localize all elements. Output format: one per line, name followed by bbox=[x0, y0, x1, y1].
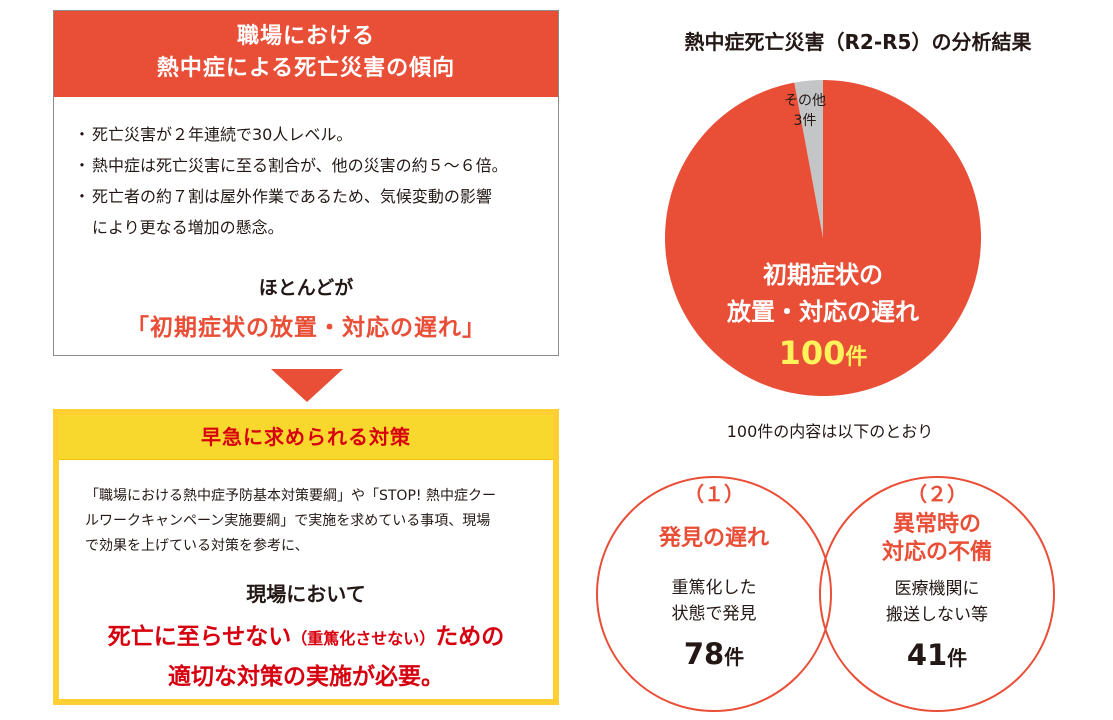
pie-main-count: 100件 bbox=[665, 334, 981, 372]
trend-bullet-continuation: により更なる増加の懸念。 bbox=[92, 218, 284, 237]
measures-body: 「職場における熱中症予防基本対策要綱」や「STOP! 熱中症クー ルワークキャン… bbox=[59, 460, 553, 559]
trend-highlight: 「初期症状の放置・対応の遅れ」 bbox=[126, 315, 486, 341]
cause-title-line: 対応の不備 bbox=[881, 540, 992, 565]
cause-count-value: 41 bbox=[906, 638, 948, 672]
cause-count: 78件 bbox=[624, 637, 804, 671]
measures-header: 早急に求められる対策 bbox=[59, 415, 553, 460]
trend-lead: ほとんどが bbox=[258, 277, 354, 299]
pie-chart bbox=[665, 80, 981, 396]
pie-slice-label-other: その他 3件 bbox=[778, 91, 832, 131]
measures-lead: 現場において bbox=[246, 582, 366, 606]
cause-item-1: （１） 発見の遅れ 重篤化した 状態で発見 78件 bbox=[624, 478, 804, 671]
cause-desc: 医療機関に 搬送しない等 bbox=[847, 576, 1027, 628]
pie-other-name: その他 bbox=[784, 93, 826, 109]
measures-body-line: 「職場における熱中症予防基本対策要綱」や「STOP! 熱中症クー bbox=[85, 488, 496, 504]
trend-bullet: 熱中症は死亡災害に至る割合が、他の災害の約５～６倍。 bbox=[74, 150, 558, 181]
trend-header: 職場における 熱中症による死亡災害の傾向 bbox=[54, 11, 558, 97]
cause-desc: 重篤化した 状態で発見 bbox=[624, 575, 804, 627]
pie-other-count: 3件 bbox=[793, 113, 817, 129]
trend-panel: 職場における 熱中症による死亡災害の傾向 死亡災害が２年連続で30人レベル。 熱… bbox=[53, 10, 559, 356]
cause-item-2: （２） 異常時の 対応の不備 医療機関に 搬送しない等 41件 bbox=[847, 478, 1027, 672]
cause-circle-1 bbox=[596, 476, 832, 712]
cause-count-unit: 件 bbox=[947, 646, 968, 670]
pie-main-count-value: 100 bbox=[778, 334, 846, 372]
pie-note: 100件の内容は以下のとおり bbox=[726, 422, 934, 441]
pie-slice-label-main: 初期症状の 放置・対応の遅れ bbox=[665, 257, 981, 331]
trend-bullet-list: 死亡災害が２年連続で30人レベル。 熱中症は死亡災害に至る割合が、他の災害の約５… bbox=[54, 97, 558, 243]
cause-count: 41件 bbox=[847, 638, 1027, 672]
cause-title: 異常時の 対応の不備 bbox=[847, 511, 1027, 567]
chart-title: 熱中症死亡災害（R2-R5）の分析結果 bbox=[684, 30, 1032, 54]
conclusion-paren: （重篤化させない） bbox=[291, 629, 436, 648]
cause-number: （２） bbox=[907, 482, 967, 506]
conclusion-main: 死亡に至らせない bbox=[107, 624, 292, 650]
cause-desc-line: 医療機関に bbox=[894, 579, 980, 599]
cause-count-unit: 件 bbox=[724, 645, 745, 669]
trend-bullet: 死亡災害が２年連続で30人レベル。 bbox=[74, 119, 558, 150]
pie-main-label-line1: 初期症状の bbox=[763, 261, 883, 289]
cause-circles bbox=[596, 476, 1055, 712]
cause-title-line: 異常時の bbox=[892, 512, 981, 537]
pie-main-count-unit: 件 bbox=[845, 345, 868, 370]
pie-slice-main bbox=[665, 80, 981, 396]
trend-bullet: 死亡者の約７割は屋外作業であるため、気候変動の影響 bbox=[74, 181, 558, 212]
cause-desc-line: 重篤化した bbox=[671, 578, 757, 598]
pie-slice-other bbox=[794, 80, 823, 238]
cause-number: （１） bbox=[684, 482, 744, 506]
cause-count-value: 78 bbox=[683, 637, 725, 671]
measures-body-line: ルワークキャンペーン実施要綱」で実施を求めている事項、現場 bbox=[85, 513, 491, 529]
measures-panel: 早急に求められる対策 「職場における熱中症予防基本対策要綱」や「STOP! 熱中… bbox=[53, 409, 559, 705]
conclusion-tail: ための bbox=[435, 624, 505, 650]
trend-title-line2: 熱中症による死亡災害の傾向 bbox=[156, 56, 456, 81]
measures-conclusion-line1: 死亡に至らせない（重篤化させない）ための bbox=[59, 617, 553, 651]
trend-title-line1: 職場における bbox=[236, 24, 375, 49]
down-arrow-icon bbox=[271, 369, 343, 402]
measures-inner: 早急に求められる対策 「職場における熱中症予防基本対策要綱」や「STOP! 熱中… bbox=[59, 415, 553, 699]
cause-desc-line: 状態で発見 bbox=[671, 604, 757, 624]
cause-desc-line: 搬送しない等 bbox=[886, 605, 988, 625]
measures-body-line: で効果を上げている対策を参考に、 bbox=[85, 538, 309, 554]
cause-circle-2 bbox=[819, 476, 1055, 712]
measures-conclusion-line2: 適切な対策の実施が必要。 bbox=[168, 664, 444, 690]
pie-main-label-line2: 放置・対応の遅れ bbox=[727, 298, 919, 326]
cause-title: 発見の遅れ bbox=[658, 526, 769, 551]
